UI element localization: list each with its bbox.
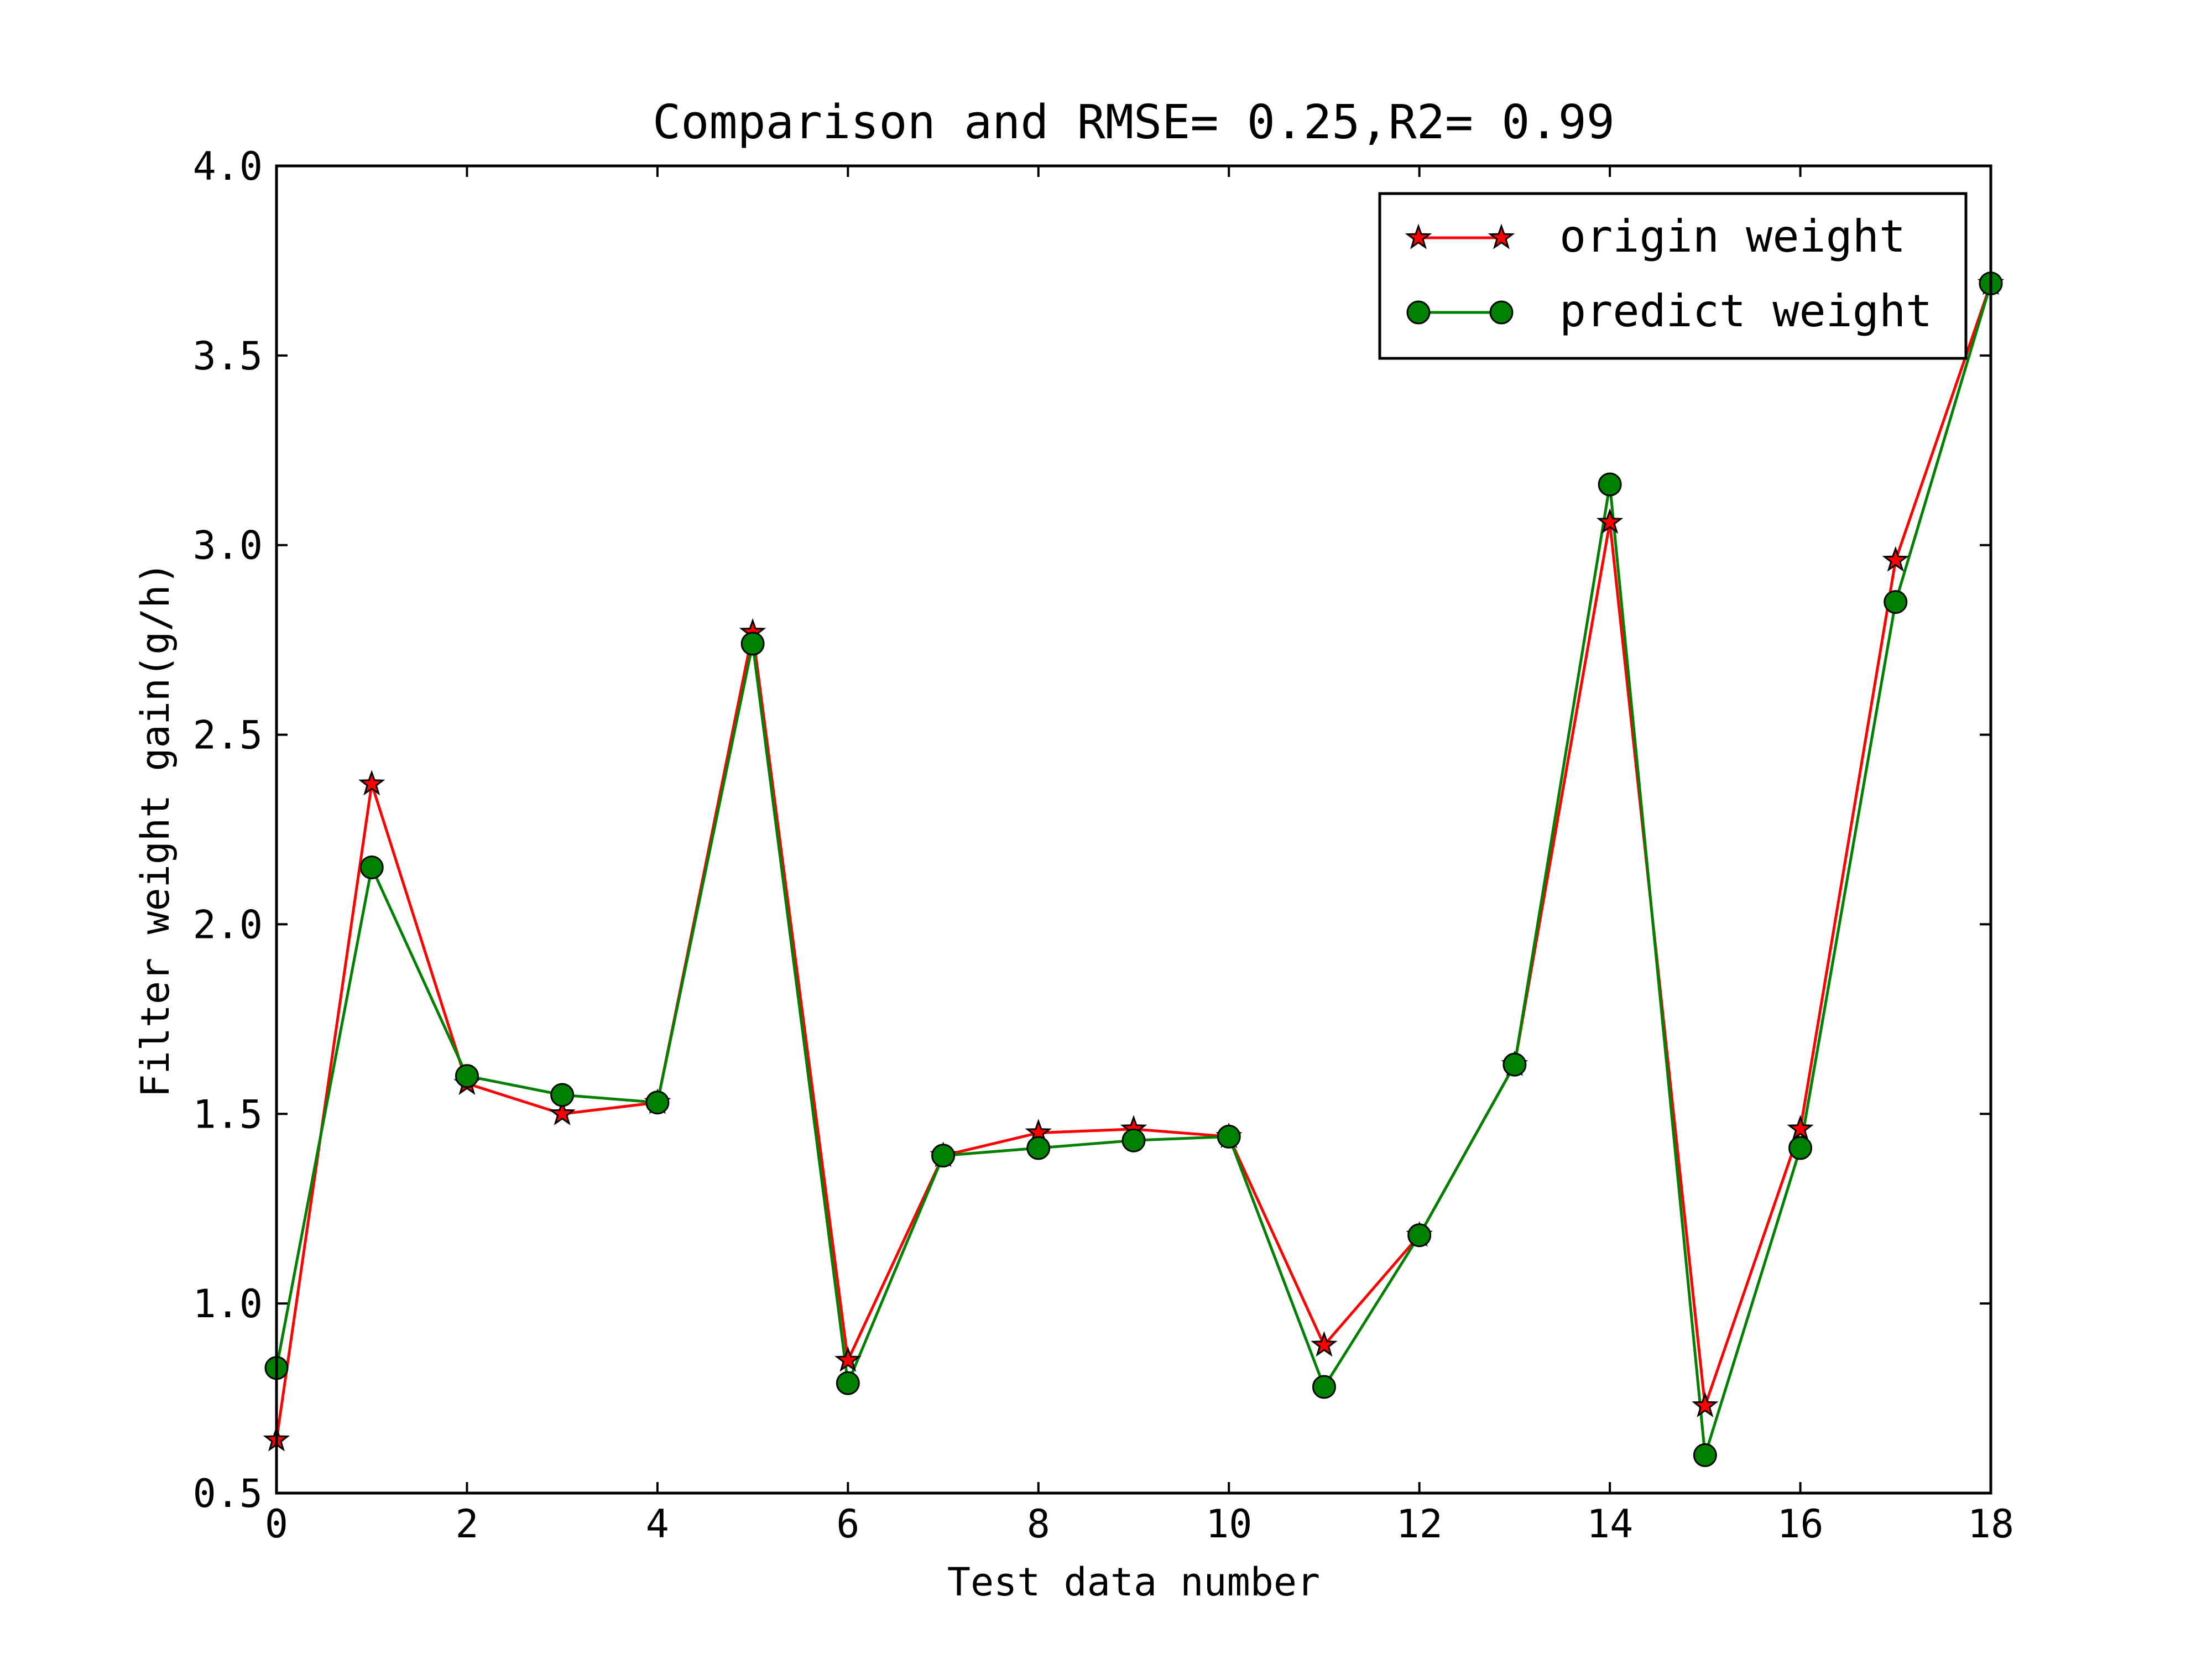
- y-axis-label: Filter weight gain(g/h): [133, 561, 178, 1097]
- x-tick-label: 2: [455, 1501, 478, 1547]
- data-point: [1787, 1115, 1814, 1141]
- x-tick-label: 8: [1027, 1501, 1050, 1547]
- legend-label: origin weight: [1559, 211, 1906, 262]
- data-point: [1407, 1223, 1432, 1248]
- data-point: [931, 1144, 956, 1168]
- legend-marker: [1405, 223, 1432, 249]
- data-point: [834, 1346, 862, 1372]
- x-tick-label: 18: [1968, 1501, 2014, 1547]
- data-point: [1598, 472, 1622, 497]
- data-point: [1692, 1391, 1719, 1417]
- x-tick-label: 14: [1587, 1501, 1633, 1547]
- data-point: [1217, 1124, 1241, 1149]
- data-point: [836, 1371, 860, 1395]
- data-point: [740, 632, 765, 656]
- x-tick-label: 16: [1777, 1501, 1823, 1547]
- x-tick-label: 12: [1396, 1501, 1443, 1547]
- x-tick-label: 0: [265, 1501, 288, 1547]
- y-tick-label: 2.5: [193, 713, 263, 758]
- y-tick-label: 3.5: [193, 333, 263, 379]
- data-point: [1503, 1052, 1527, 1077]
- axes-frame: [275, 164, 1992, 1495]
- data-point: [1026, 1136, 1051, 1160]
- data-point: [550, 1083, 575, 1107]
- data-point: [1693, 1443, 1717, 1467]
- legend-marker: [1406, 300, 1431, 325]
- legend-marker: [1488, 223, 1515, 249]
- tick-layer: 0 2 4 6 8 10 12 14 16 18 0.5 1.0 1.5 2.0 2.5 3.0 3.5 4.0: [193, 144, 2015, 1547]
- data-point: [358, 770, 385, 796]
- data-point: [1882, 546, 1909, 572]
- y-tick-label: 2.0: [193, 902, 263, 947]
- legend-entry: predict weight: [1406, 285, 1932, 337]
- plot-area: [276, 166, 1991, 1493]
- data-point: [1311, 1331, 1338, 1357]
- data-point: [1596, 508, 1624, 534]
- legend-box: [1378, 192, 1968, 360]
- y-tick-label: 1.0: [193, 1281, 263, 1327]
- chart-title: Comparison and RMSE= 0.25,R2= 0.99: [653, 95, 1615, 150]
- x-tick-label: 6: [836, 1501, 859, 1547]
- x-axis-label: Test data number: [947, 1559, 1320, 1605]
- data-point: [549, 1099, 576, 1125]
- data-point: [1121, 1128, 1146, 1152]
- y-tick-label: 3.0: [193, 523, 263, 568]
- data-point: [1312, 1375, 1336, 1399]
- legend-label: predict weight: [1559, 285, 1932, 337]
- data-point: [1884, 590, 1908, 614]
- data-point: [645, 1091, 670, 1115]
- data-point: [455, 1064, 479, 1088]
- legend: origin weight predict weight: [1378, 192, 1968, 360]
- x-tick-label: 10: [1206, 1501, 1252, 1547]
- x-tick-label: 4: [646, 1501, 669, 1547]
- data-point: [359, 855, 384, 880]
- y-tick-label: 4.0: [193, 144, 263, 189]
- data-point: [1788, 1136, 1813, 1160]
- y-tick-label: 1.5: [193, 1092, 263, 1137]
- legend-marker: [1489, 300, 1514, 325]
- y-tick-label: 0.5: [193, 1471, 263, 1516]
- legend-entry: origin weight: [1405, 211, 1906, 262]
